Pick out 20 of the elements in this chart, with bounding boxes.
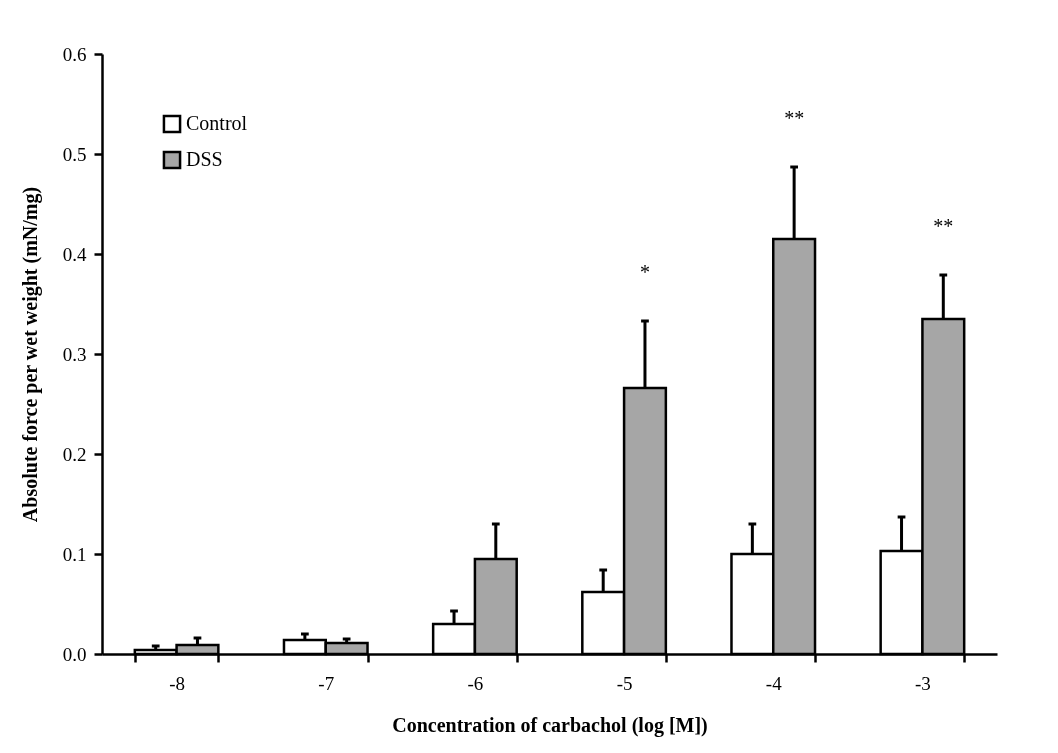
y-tick-label: 0.3 [62,343,87,365]
y-tick-label: 0.2 [62,443,87,465]
y-tick-label: 0.4 [62,243,87,265]
y-axis-title: Absolute force per wet weight (mN/mg) [18,186,42,523]
y-tick-label: 0.1 [62,543,87,565]
y-tick-label: 0.5 [62,143,87,165]
x-tick-label: -8 [169,672,185,694]
x-tick-label: -6 [467,672,484,694]
x-tick-label: -3 [915,672,931,694]
annotation: ** [784,107,805,129]
y-tick-label: 0.6 [62,43,87,65]
y-tick-label: 0.0 [62,643,87,665]
x-tick-label: -5 [616,672,633,694]
x-tick-label: -7 [318,672,335,694]
annotation: * [639,261,650,283]
x-axis-title: Concentration of carbachol (log [M]) [392,713,708,737]
legend-label: DSS [186,148,223,170]
x-tick-label: -4 [765,672,783,694]
legend-label: Control [186,112,248,134]
annotation: ** [933,215,954,237]
